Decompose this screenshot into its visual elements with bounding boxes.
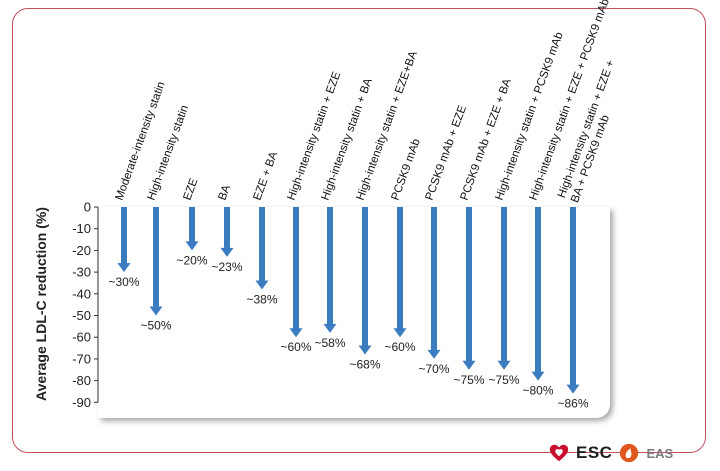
category-text: EZE xyxy=(182,177,201,202)
arrow-bar xyxy=(427,207,441,359)
category-label: High-intensity statin + EZE+BA xyxy=(355,49,420,202)
arrow-bar xyxy=(393,207,407,338)
esc-logo-text: ESC xyxy=(576,443,613,462)
value-label: ~80% xyxy=(522,384,553,398)
y-tick-label: -20 xyxy=(72,243,91,258)
category-label: High-intensity statin + PCSK9 mAb xyxy=(494,31,566,202)
arrow-bar xyxy=(323,207,337,333)
category-line: BA xyxy=(217,183,234,202)
y-tick-label: -90 xyxy=(72,395,91,410)
category-line: High-intensity statin + EZE+BA xyxy=(355,49,420,202)
category-line: EZE xyxy=(182,177,201,202)
arrow-bar xyxy=(289,207,303,338)
category-line: EZE + BA xyxy=(252,150,281,202)
eas-icon xyxy=(620,443,639,463)
value-label: ~60% xyxy=(384,340,415,354)
plot-panel xyxy=(98,207,610,418)
y-tick-label: -60 xyxy=(72,330,91,345)
value-label: ~86% xyxy=(557,397,588,411)
heart-icon xyxy=(549,444,569,462)
value-label: ~75% xyxy=(488,373,519,387)
value-label: ~20% xyxy=(176,253,207,267)
arrow-bar xyxy=(566,207,580,394)
arrow-bar xyxy=(220,207,234,257)
arrow-bar xyxy=(255,207,269,290)
chart-frame xyxy=(12,8,706,453)
arrow-bar xyxy=(358,207,372,355)
category-label: BA xyxy=(217,183,234,202)
value-label: ~23% xyxy=(211,260,242,274)
arrow-bar xyxy=(149,207,163,316)
y-tick-label: -10 xyxy=(72,221,91,236)
value-label: ~38% xyxy=(246,292,277,306)
value-label: ~58% xyxy=(314,336,345,350)
category-label: PCSK9 mAb xyxy=(390,137,423,202)
category-label: High-intensity statin + EZE +BA + PCSK9 … xyxy=(556,58,630,204)
category-label: EZE + BA xyxy=(252,150,281,202)
category-text: BA xyxy=(217,183,234,202)
category-text: PCSK9 mAb xyxy=(390,137,423,202)
category-text: High-intensity statin + EZE +BA + PCSK9 … xyxy=(556,58,630,204)
logo-bar: ESC EAS xyxy=(548,440,673,466)
y-tick-label: -30 xyxy=(72,265,91,280)
category-text: High-intensity statin + EZE+BA xyxy=(355,49,420,202)
y-tick-label: -70 xyxy=(72,351,91,366)
value-label: ~68% xyxy=(349,358,380,372)
category-text: EZE + BA xyxy=(252,150,281,202)
category-line: PCSK9 mAb xyxy=(390,137,423,202)
arrow-bar xyxy=(462,207,476,370)
value-label: ~50% xyxy=(140,319,171,333)
arrow-bar xyxy=(117,207,131,273)
y-tick-label: 0 xyxy=(84,200,91,215)
arrow-bar xyxy=(185,207,199,251)
arrow-bar xyxy=(531,207,545,381)
y-tick-label: -50 xyxy=(72,308,91,323)
value-label: ~60% xyxy=(280,340,311,354)
value-label: ~75% xyxy=(453,373,484,387)
arrow-bar xyxy=(497,207,511,370)
category-line: High-intensity statin + PCSK9 mAb xyxy=(494,31,566,202)
category-text: High-intensity statin + PCSK9 mAb xyxy=(494,31,566,202)
y-tick-label: -40 xyxy=(72,286,91,301)
y-tick-label: -80 xyxy=(72,373,91,388)
value-label: ~30% xyxy=(108,275,139,289)
value-label: ~70% xyxy=(418,362,449,376)
category-label: EZE xyxy=(182,177,201,202)
eas-logo-text: EAS xyxy=(646,445,674,461)
y-axis-title: Average LDL-C reduction (%) xyxy=(33,207,49,401)
